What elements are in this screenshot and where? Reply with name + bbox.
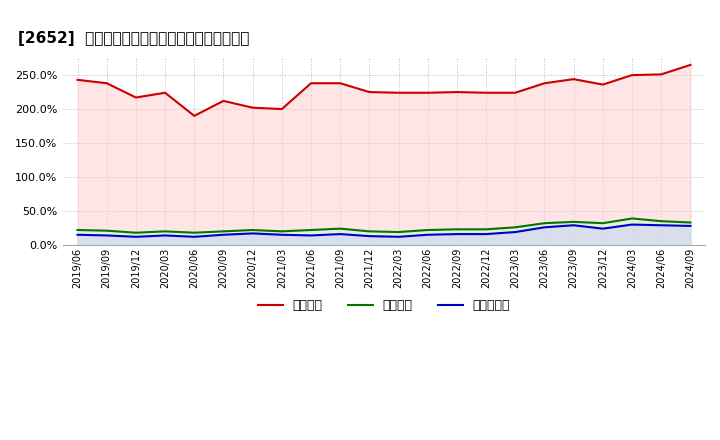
当座比率: [102, 228, 111, 233]
Line: 現領金比率: 現領金比率: [78, 224, 690, 237]
現領金比率: [540, 225, 549, 230]
Text: [2652]  流動比率、当座比率、現領金比率の推移: [2652] 流動比率、当座比率、現領金比率の推移: [18, 31, 249, 46]
当座比率: [277, 229, 286, 234]
現領金比率: [190, 234, 199, 239]
当座比率: [219, 229, 228, 234]
当座比率: [307, 227, 315, 233]
現領金比率: [248, 231, 257, 236]
現領金比率: [132, 234, 140, 239]
当座比率: [511, 225, 520, 230]
当座比率: [248, 227, 257, 233]
流動比率: [132, 95, 140, 100]
当座比率: [540, 220, 549, 226]
流動比率: [453, 89, 462, 95]
現領金比率: [161, 233, 169, 238]
現領金比率: [307, 233, 315, 238]
現領金比率: [395, 234, 403, 239]
当座比率: [686, 220, 695, 225]
現領金比率: [73, 232, 82, 238]
現領金比率: [598, 226, 607, 231]
流動比率: [336, 81, 344, 86]
当座比率: [365, 229, 374, 234]
流動比率: [190, 113, 199, 118]
流動比率: [511, 90, 520, 95]
流動比率: [365, 89, 374, 95]
当座比率: [453, 227, 462, 232]
流動比率: [657, 72, 665, 77]
流動比率: [570, 77, 578, 82]
流動比率: [277, 106, 286, 112]
当座比率: [482, 227, 490, 232]
Line: 流動比率: 流動比率: [78, 65, 690, 116]
流動比率: [628, 73, 636, 78]
流動比率: [73, 77, 82, 82]
現領金比率: [686, 223, 695, 228]
流動比率: [423, 90, 432, 95]
現領金比率: [365, 234, 374, 239]
流動比率: [161, 90, 169, 95]
当座比率: [598, 220, 607, 226]
流動比率: [598, 82, 607, 87]
現領金比率: [336, 231, 344, 237]
流動比率: [102, 81, 111, 86]
当座比率: [132, 230, 140, 235]
当座比率: [423, 227, 432, 233]
現領金比率: [453, 231, 462, 237]
現領金比率: [482, 231, 490, 237]
流動比率: [248, 105, 257, 110]
当座比率: [570, 219, 578, 224]
当座比率: [190, 230, 199, 235]
流動比率: [219, 98, 228, 103]
当座比率: [628, 216, 636, 221]
現領金比率: [511, 229, 520, 235]
現領金比率: [570, 223, 578, 228]
当座比率: [73, 227, 82, 233]
現領金比率: [219, 232, 228, 238]
現領金比率: [423, 232, 432, 238]
流動比率: [686, 62, 695, 67]
Line: 当座比率: 当座比率: [78, 218, 690, 233]
流動比率: [307, 81, 315, 86]
流動比率: [540, 81, 549, 86]
Legend: 流動比率, 当座比率, 現領金比率: 流動比率, 当座比率, 現領金比率: [253, 294, 516, 317]
現領金比率: [277, 232, 286, 238]
当座比率: [395, 229, 403, 235]
流動比率: [482, 90, 490, 95]
当座比率: [161, 229, 169, 234]
当座比率: [336, 226, 344, 231]
流動比率: [395, 90, 403, 95]
現領金比率: [657, 223, 665, 228]
現領金比率: [102, 233, 111, 238]
当座比率: [657, 219, 665, 224]
現領金比率: [628, 222, 636, 227]
